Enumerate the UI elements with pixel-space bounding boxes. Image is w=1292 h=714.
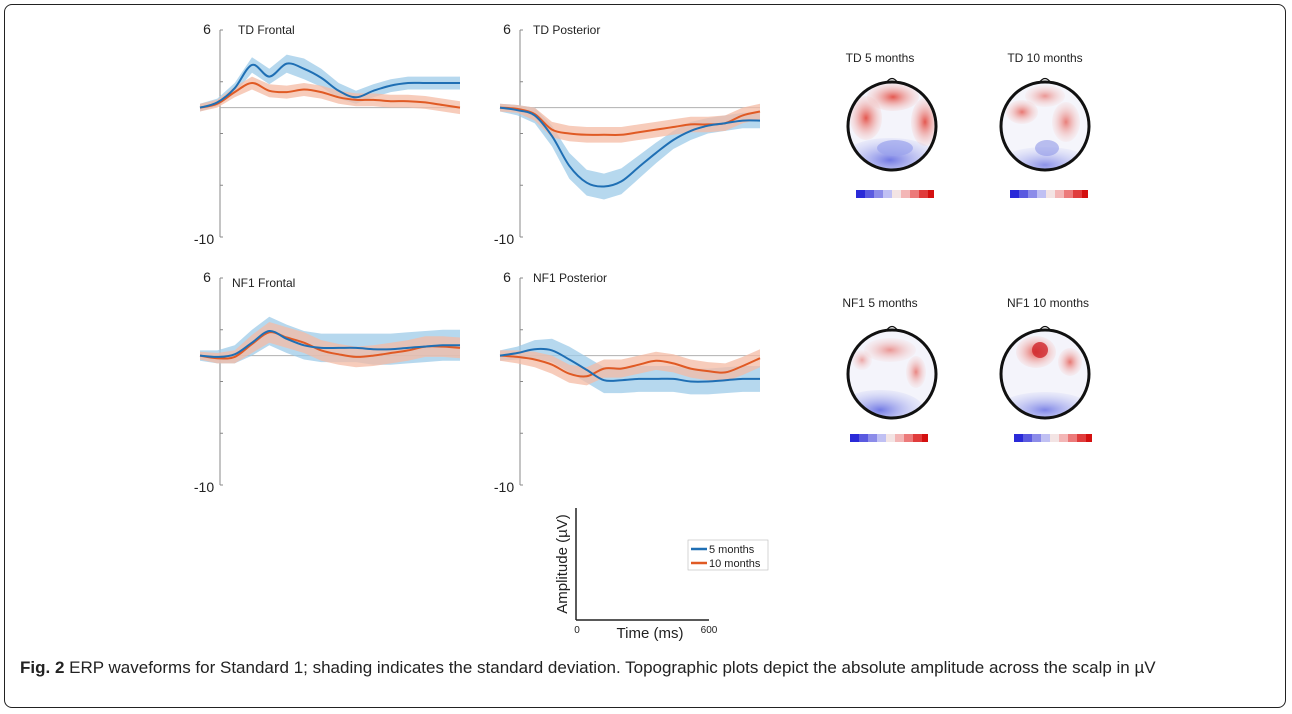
legend-x-min: 0 — [574, 625, 580, 636]
colorbar — [856, 190, 934, 198]
erp-panel-0: 6 -10 TD Frontal — [194, 21, 461, 247]
series-line-5m — [199, 62, 460, 109]
tick-label-top: 6 — [503, 269, 511, 285]
legend-axes: Amplitude (µV) Time (ms) 0 600 5 months … — [554, 508, 769, 642]
panel-title: NF1 Frontal — [232, 276, 295, 290]
series-line-5m — [499, 347, 761, 383]
figure-caption: Fig. 2 ERP waveforms for Standard 1; sha… — [20, 656, 1270, 680]
caption-label: Fig. 2 — [20, 658, 65, 677]
tick-label-top: 6 — [503, 21, 511, 37]
topo-title: NF1 5 months — [842, 296, 917, 310]
tick-label-bottom: -10 — [194, 479, 214, 495]
series-line-10m — [499, 354, 761, 378]
series-line-5m — [199, 329, 461, 358]
series-line-10m — [199, 331, 461, 360]
tick-label-top: 6 — [203, 21, 211, 37]
topo-map-nf1-5m: NF1 5 months — [842, 296, 938, 442]
colorbar — [1014, 434, 1092, 442]
topo-title: TD 5 months — [846, 51, 915, 65]
legend-x-max: 600 — [701, 625, 718, 636]
topo-map-td-5m: TD 5 months — [846, 51, 938, 198]
erp-panels: 6 -10 TD Frontal 6 -10 TD Posterior 6 -10 NF1 Fr… — [194, 21, 761, 495]
sd-band-5m — [200, 54, 460, 112]
topo-title: NF1 10 months — [1007, 296, 1089, 310]
series-line-10m — [199, 81, 461, 109]
topo-title: TD 10 months — [1007, 51, 1082, 65]
series-line-5m — [499, 106, 761, 188]
topo-map-nf1-10m: NF1 10 months — [999, 296, 1092, 442]
legend-entry-5m: 5 months — [709, 544, 755, 556]
topo-map-td-10m: TD 10 months — [999, 51, 1091, 198]
panel-title: NF1 Posterior — [533, 271, 607, 285]
legend-box — [687, 539, 769, 571]
erp-panel-3: 6 -10 NF1 Posterior — [494, 269, 761, 495]
panel-title: TD Posterior — [533, 23, 600, 37]
colorbar — [1010, 190, 1088, 198]
caption-text: ERP waveforms for Standard 1; shading in… — [69, 658, 1156, 677]
tick-label-top: 6 — [203, 269, 211, 285]
erp-panel-1: 6 -10 TD Posterior — [494, 21, 761, 247]
legend-ylabel: Amplitude (µV) — [554, 514, 571, 614]
panel-title: TD Frontal — [238, 23, 295, 37]
sd-band-5m — [500, 338, 760, 395]
tick-label-bottom: -10 — [194, 231, 214, 247]
erp-panel-2: 6 -10 NF1 Frontal — [194, 269, 461, 495]
tick-label-bottom: -10 — [494, 231, 514, 247]
legend-xlabel: Time (ms) — [617, 625, 684, 642]
tick-label-bottom: -10 — [494, 479, 514, 495]
legend-entry-10m: 10 months — [709, 558, 761, 570]
colorbar — [850, 434, 928, 442]
